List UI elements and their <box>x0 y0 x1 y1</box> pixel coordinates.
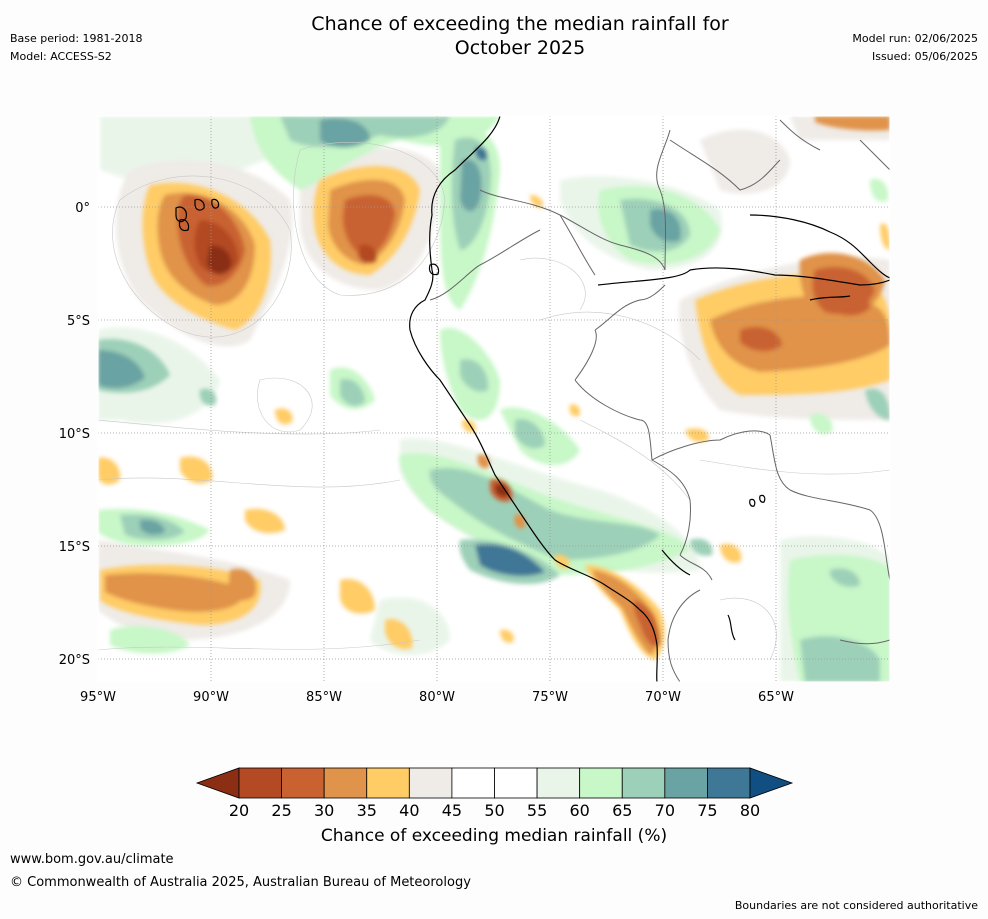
lon-tick-label: 80°W <box>419 690 455 705</box>
colorbar-tick-label: 65 <box>612 801 632 820</box>
colorbar-tick-label: 20 <box>229 801 249 820</box>
colorbar: 20 25 30 35 40 45 50 55 60 65 70 75 80 <box>195 767 794 820</box>
lon-tick-label: 65°W <box>758 690 794 705</box>
colorbar-tick-label: 35 <box>357 801 377 820</box>
lat-tick-label: 5°S <box>67 314 90 329</box>
lon-tick-label: 95°W <box>80 690 116 705</box>
model-text: Model: ACCESS-S2 <box>10 50 112 63</box>
colorbar-title: Chance of exceeding median rainfall (%) <box>320 826 668 846</box>
colorbar-segment <box>408 767 453 799</box>
model-run-text: Model run: 02/06/2025 <box>852 32 978 45</box>
colorbar-segment <box>238 767 282 799</box>
base-period-text: Base period: 1981-2018 <box>10 32 143 45</box>
lon-tick-label: 85°W <box>306 690 342 705</box>
colorbar-tick-label: 80 <box>740 801 760 820</box>
colorbar-segment <box>494 767 538 799</box>
coastlines <box>175 116 890 682</box>
latitude-ticks: 0° 5°S 10°S 15°S 20°S <box>59 201 90 668</box>
website-url: www.bom.gov.au/climate <box>10 852 174 867</box>
gridlines <box>98 116 890 682</box>
lat-tick-label: 0° <box>75 201 90 216</box>
colorbar-segment <box>664 767 708 799</box>
title-line-2: October 2025 <box>454 37 586 59</box>
colorbar-tick-label: 25 <box>271 801 291 820</box>
colorbar-segment <box>579 767 623 799</box>
colorbar-tick-label: 60 <box>569 801 589 820</box>
colorbar-tick-label: 70 <box>655 801 675 820</box>
meta-left: Base period: 1981-2018 Model: ACCESS-S2 <box>10 30 142 66</box>
colorbar-tick-label: 40 <box>399 801 419 820</box>
colorbar-extend-low <box>195 767 240 799</box>
lon-tick-label: 90°W <box>193 690 229 705</box>
map-frame <box>97 115 891 683</box>
copyright-text: © Commonwealth of Australia 2025, Austra… <box>10 875 471 890</box>
colorbar-tick-label: 45 <box>442 801 462 820</box>
colorbar-segment <box>323 767 368 799</box>
colorbar-segment <box>707 767 751 799</box>
colorbar-extend-high <box>749 767 794 799</box>
colorbar-tick-label: 75 <box>697 801 717 820</box>
colorbar-segment <box>621 767 666 799</box>
issued-text: Issued: 05/06/2025 <box>871 50 978 63</box>
colorbar-segment <box>281 767 325 799</box>
lon-tick-label: 70°W <box>645 690 681 705</box>
rainfall-probability-field <box>98 116 890 682</box>
lon-tick-label: 75°W <box>532 690 568 705</box>
colorbar-tick-label: 55 <box>527 801 547 820</box>
colorbar-segment <box>366 767 410 799</box>
map-title: Chance of exceeding the median rainfall … <box>200 12 840 60</box>
longitude-ticks: 95°W 90°W 85°W 80°W 75°W 70°W 65°W <box>80 690 794 705</box>
country-boundaries <box>429 119 890 682</box>
colorbar-tick-label: 50 <box>484 801 504 820</box>
colorbar-segment <box>536 767 581 799</box>
lat-tick-label: 10°S <box>59 427 90 442</box>
lat-tick-label: 15°S <box>59 540 90 555</box>
colorbar-segment <box>451 767 495 799</box>
title-line-1: Chance of exceeding the median rainfall … <box>311 13 729 35</box>
boundary-disclaimer: Boundaries are not considered authoritat… <box>734 899 978 912</box>
meta-right: Model run: 02/06/2025 Issued: 05/06/2025 <box>852 30 978 66</box>
lat-tick-label: 20°S <box>59 653 90 668</box>
colorbar-tick-label: 30 <box>314 801 334 820</box>
